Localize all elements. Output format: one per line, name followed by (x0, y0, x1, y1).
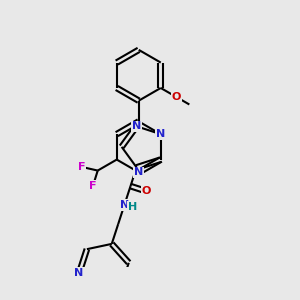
Text: H: H (128, 202, 137, 212)
Text: F: F (78, 162, 85, 172)
Text: O: O (172, 92, 181, 102)
Text: N: N (120, 200, 129, 210)
Text: F: F (89, 181, 97, 191)
Text: O: O (142, 186, 151, 196)
Text: N: N (132, 121, 141, 131)
Text: N: N (134, 167, 143, 177)
Text: N: N (156, 129, 165, 139)
Text: N: N (74, 268, 84, 278)
